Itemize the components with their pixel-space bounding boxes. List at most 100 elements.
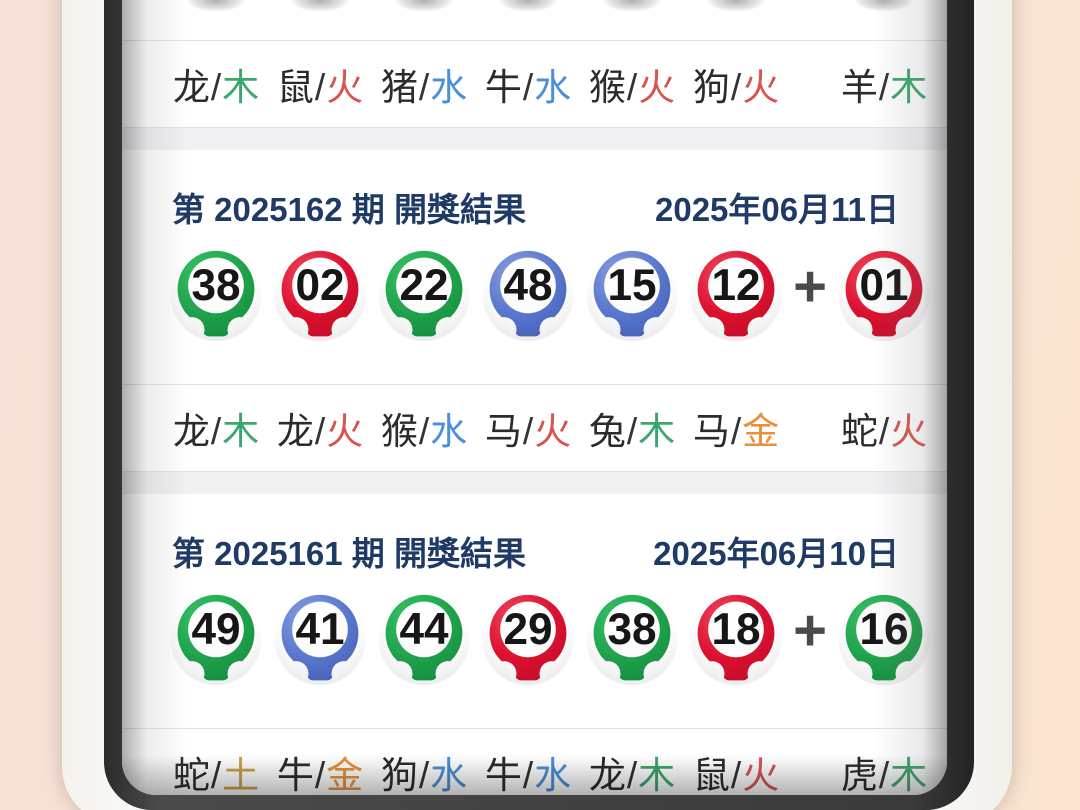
zodiac-item: 牛/水 <box>480 745 576 795</box>
ball-remnant <box>396 0 452 11</box>
ball-color-shell <box>584 248 680 344</box>
slash-separator: / <box>522 411 534 452</box>
ball-graphic: 41 <box>272 592 368 688</box>
ball-graphic: 01 <box>836 248 932 344</box>
divider <box>122 127 947 128</box>
draw-date: 2025年06月11日 <box>654 191 899 228</box>
ball-number: 22 <box>399 261 448 310</box>
slash-separator: / <box>626 411 638 452</box>
lottery-ball: 41 <box>272 592 368 688</box>
slash-separator: / <box>626 67 638 108</box>
balls-row: 49 41 44 29 38 18 +16 <box>122 590 947 694</box>
ball-number: 29 <box>503 605 552 654</box>
previous-draw-remnant <box>122 0 947 40</box>
slash-separator: / <box>878 755 890 795</box>
ball-remnant <box>856 0 912 11</box>
lottery-ball: 38 <box>168 248 264 344</box>
plus-sign: + <box>793 253 827 319</box>
slash-separator: / <box>730 411 742 452</box>
ball-remnant-slot <box>376 0 472 40</box>
zodiac-animal-text: 马 <box>692 411 730 452</box>
zodiac-item: 羊/木 <box>836 57 932 111</box>
zodiac-element-text: 火 <box>534 411 572 452</box>
draw-header: 第 2025162 期 開獎結果 2025年06月11日 <box>122 150 947 246</box>
ball-number: 41 <box>295 605 344 654</box>
zodiac-animal-text: 虎 <box>840 755 878 795</box>
ball-number: 01 <box>859 261 908 310</box>
ball-remnant-slot <box>168 0 264 40</box>
zodiac-animal-text: 龙 <box>172 67 210 108</box>
lottery-ball: 48 <box>480 248 576 344</box>
ball-number: 44 <box>399 605 449 654</box>
ball-number: 49 <box>191 605 240 654</box>
ball-graphic: 02 <box>272 248 368 344</box>
divider <box>122 471 947 472</box>
zodiac-animal-text: 猴 <box>588 67 626 108</box>
zodiac-element-text: 火 <box>638 67 676 108</box>
ball-remnant <box>500 0 556 11</box>
ball-graphic: 12 <box>688 248 784 344</box>
ball-number: 12 <box>711 261 760 310</box>
zodiac-item: 牛/金 <box>272 745 368 795</box>
zodiac-animal-text: 蛇 <box>172 755 210 795</box>
ball-color-shell <box>836 592 932 688</box>
zodiac-row: 蛇/土 牛/金 狗/水 牛/水 龙/木 鼠/火 虎/木 <box>122 729 947 795</box>
zodiac-item: 猴/火 <box>584 57 680 111</box>
slash-separator: / <box>210 67 222 108</box>
lottery-ball: 29 <box>480 592 576 688</box>
lottery-ball: 02 <box>272 248 368 344</box>
zodiac-animal-text: 牛 <box>484 755 522 795</box>
ball-graphic: 29 <box>480 592 576 688</box>
ball-color-shell <box>168 248 264 344</box>
ball-number: 48 <box>503 261 552 310</box>
zodiac-item: 虎/木 <box>836 745 932 795</box>
ball-color-shell <box>584 592 680 688</box>
zodiac-item: 龙/木 <box>168 57 264 111</box>
zodiac-item: 狗/水 <box>376 745 472 795</box>
section-gap <box>122 128 947 150</box>
ball-number: 16 <box>859 605 908 654</box>
divider <box>122 728 947 729</box>
ball-color-shell <box>272 248 368 344</box>
divider <box>122 40 947 41</box>
slash-separator: / <box>522 67 534 108</box>
zodiac-element-text: 火 <box>890 411 928 452</box>
ball-color-shell <box>480 592 576 688</box>
ball-color-shell <box>168 592 264 688</box>
zodiac-item: 狗/火 <box>688 57 784 111</box>
bonus-ball: 16 <box>836 592 932 688</box>
ball-number: 38 <box>191 261 240 310</box>
ball-color-shell <box>272 592 368 688</box>
zodiac-animal-text: 猪 <box>380 67 418 108</box>
bonus-ball: 01 <box>836 248 932 344</box>
ball-remnant <box>188 0 244 11</box>
screen: 龙/木 鼠/火 猪/水 牛/水 猴/火 狗/火 羊/木第 2025162 期 開獎結果 202… <box>122 0 947 795</box>
results-list: 龙/木 鼠/火 猪/水 牛/水 猴/火 狗/火 羊/木第 2025162 期 開獎結果 202… <box>122 0 947 795</box>
ball-remnant-slot <box>480 0 576 40</box>
zodiac-element-text: 木 <box>890 67 928 108</box>
slash-separator: / <box>314 411 326 452</box>
slash-separator: / <box>730 755 742 795</box>
lottery-ball: 44 <box>376 592 472 688</box>
zodiac-animal-text: 龙 <box>588 755 626 795</box>
ball-graphic: 49 <box>168 592 264 688</box>
ball-color-shell <box>480 248 576 344</box>
ball-remnant <box>604 0 660 11</box>
slash-separator: / <box>522 755 534 795</box>
zodiac-animal-text: 狗 <box>692 67 730 108</box>
ball-number: 18 <box>711 605 760 654</box>
zodiac-element-text: 木 <box>222 67 260 108</box>
slash-separator: / <box>730 67 742 108</box>
zodiac-item: 龙/木 <box>168 401 264 455</box>
zodiac-element-text: 土 <box>222 755 260 795</box>
zodiac-element-text: 水 <box>534 67 572 108</box>
zodiac-element-text: 金 <box>742 411 780 452</box>
zodiac-element-text: 火 <box>326 411 364 452</box>
slash-separator: / <box>418 411 430 452</box>
zodiac-element-text: 木 <box>638 755 676 795</box>
zodiac-element-text: 木 <box>638 411 676 452</box>
zodiac-animal-text: 羊 <box>840 67 878 108</box>
zodiac-element-text: 水 <box>430 755 468 795</box>
balls-row: 38 02 22 48 15 12 +01 <box>122 246 947 350</box>
